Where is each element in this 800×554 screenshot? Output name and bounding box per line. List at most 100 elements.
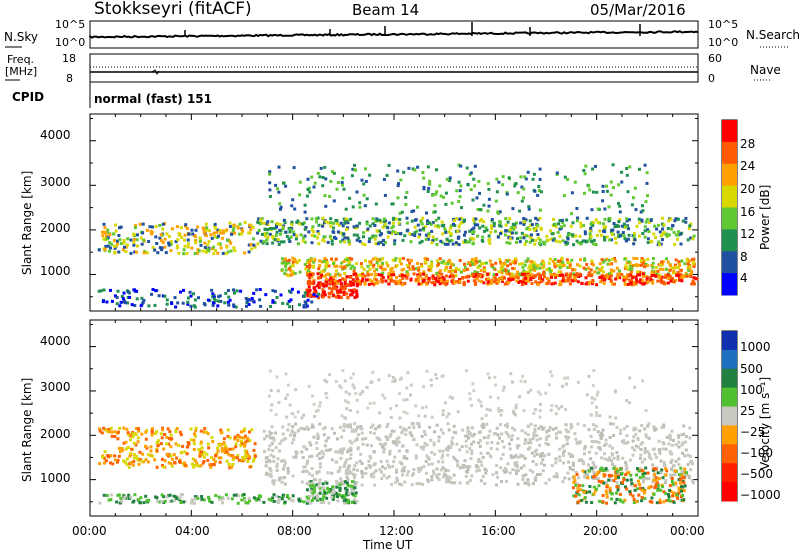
velocity-echo: [668, 488, 672, 492]
power-echo: [457, 235, 461, 239]
power-echo: [266, 223, 270, 227]
power-echo: [523, 279, 527, 282]
velocity-echo: [351, 383, 355, 387]
velocity-echo: [372, 450, 376, 454]
velocity-echo: [662, 442, 666, 446]
power-echo: [614, 236, 617, 240]
velocity-echo: [488, 408, 492, 412]
velocity-echo: [643, 449, 647, 453]
power-echo: [103, 248, 107, 251]
velocity-echo: [325, 380, 329, 384]
velocity-echo: [401, 429, 405, 433]
power-echo: [423, 277, 427, 281]
velocity-echo: [610, 492, 614, 496]
velocity-echo: [416, 422, 420, 425]
power-echo: [566, 265, 570, 269]
power-echo: [355, 224, 359, 228]
velocity-echo: [654, 455, 658, 459]
velocity-echo: [638, 469, 641, 473]
velocity-echo: [466, 433, 470, 437]
power-echo: [161, 227, 165, 231]
velocity-echo: [578, 440, 582, 444]
power-echo: [666, 226, 670, 230]
velocity-echo: [472, 389, 476, 393]
velocity-echo: [589, 457, 593, 461]
power-echo: [352, 233, 356, 237]
velocity-echo: [336, 495, 339, 499]
velocity-echo: [495, 464, 499, 468]
power-echo: [649, 276, 653, 279]
velocity-echo: [561, 384, 565, 388]
velocity-echo: [346, 477, 350, 481]
power-echo: [676, 230, 680, 234]
velocity-echo: [286, 467, 290, 470]
velocity-echo: [674, 483, 678, 487]
velocity-echo: [565, 442, 569, 446]
power-echo: [348, 263, 351, 267]
velocity-echo: [653, 452, 657, 456]
velocity-echo: [477, 468, 481, 472]
power-echo: [427, 268, 431, 272]
power-echo: [113, 294, 117, 298]
power-echo: [435, 168, 438, 172]
power-echo: [173, 296, 177, 300]
vel-cb-tick-neg1000: −1000: [740, 488, 781, 502]
velocity-echo: [207, 497, 211, 501]
power-echo: [528, 240, 532, 244]
power-echo: [420, 222, 424, 226]
velocity-echo: [127, 493, 131, 497]
velocity-echo: [619, 428, 623, 432]
power-echo: [307, 269, 310, 273]
power-echo: [421, 216, 425, 220]
velocity-echo: [479, 400, 483, 404]
velocity-echo: [323, 444, 327, 448]
velocity-colorbar-swatch: [722, 368, 737, 389]
velocity-echo: [389, 434, 392, 438]
velocity-echo: [262, 429, 266, 433]
power-echo: [355, 291, 359, 295]
velocity-echo: [565, 382, 568, 386]
velocity-echo: [533, 428, 537, 432]
power-echo: [615, 266, 619, 270]
power-echo: [382, 217, 386, 221]
velocity-echo: [315, 441, 319, 445]
power-echo: [662, 282, 666, 286]
power-echo: [519, 236, 523, 240]
velocity-echo: [515, 472, 518, 476]
power-echo: [575, 219, 579, 223]
velocity-colorbar-swatch: [722, 444, 737, 464]
power-echo: [343, 282, 347, 285]
power-echo: [484, 261, 488, 265]
velocity-echo: [252, 448, 256, 452]
power-echo: [345, 228, 349, 231]
velocity-echo: [561, 454, 565, 458]
velocity-echo: [109, 461, 112, 465]
power-echo: [429, 222, 433, 226]
power-echo: [434, 224, 438, 228]
power-echo: [349, 275, 353, 279]
power-colorbar-swatch: [722, 141, 737, 165]
power-echo: [182, 288, 185, 292]
velocity-echo: [339, 386, 343, 390]
power-echo: [600, 275, 604, 279]
velocity-echo: [337, 450, 341, 454]
velocity-echo: [569, 455, 573, 458]
power-echo: [399, 281, 403, 285]
power-echo: [511, 207, 515, 211]
velocity-echo: [360, 462, 364, 465]
velocity-echo: [421, 406, 424, 410]
velocity-colorbar-swatch: [722, 406, 737, 426]
velocity-echo: [202, 430, 206, 434]
power-ytick-1000: 1000: [40, 264, 71, 278]
power-echo: [296, 242, 300, 246]
velocity-echo: [270, 403, 274, 407]
velocity-echo: [458, 466, 462, 470]
velocity-echo: [679, 466, 683, 470]
power-echo: [298, 303, 301, 307]
power-echo: [321, 176, 325, 179]
velocity-echo: [129, 495, 133, 499]
power-echo: [426, 165, 430, 169]
vel-cb-tick-neg100: −100: [740, 446, 773, 460]
power-echo: [204, 250, 208, 254]
power-echo: [379, 220, 383, 224]
